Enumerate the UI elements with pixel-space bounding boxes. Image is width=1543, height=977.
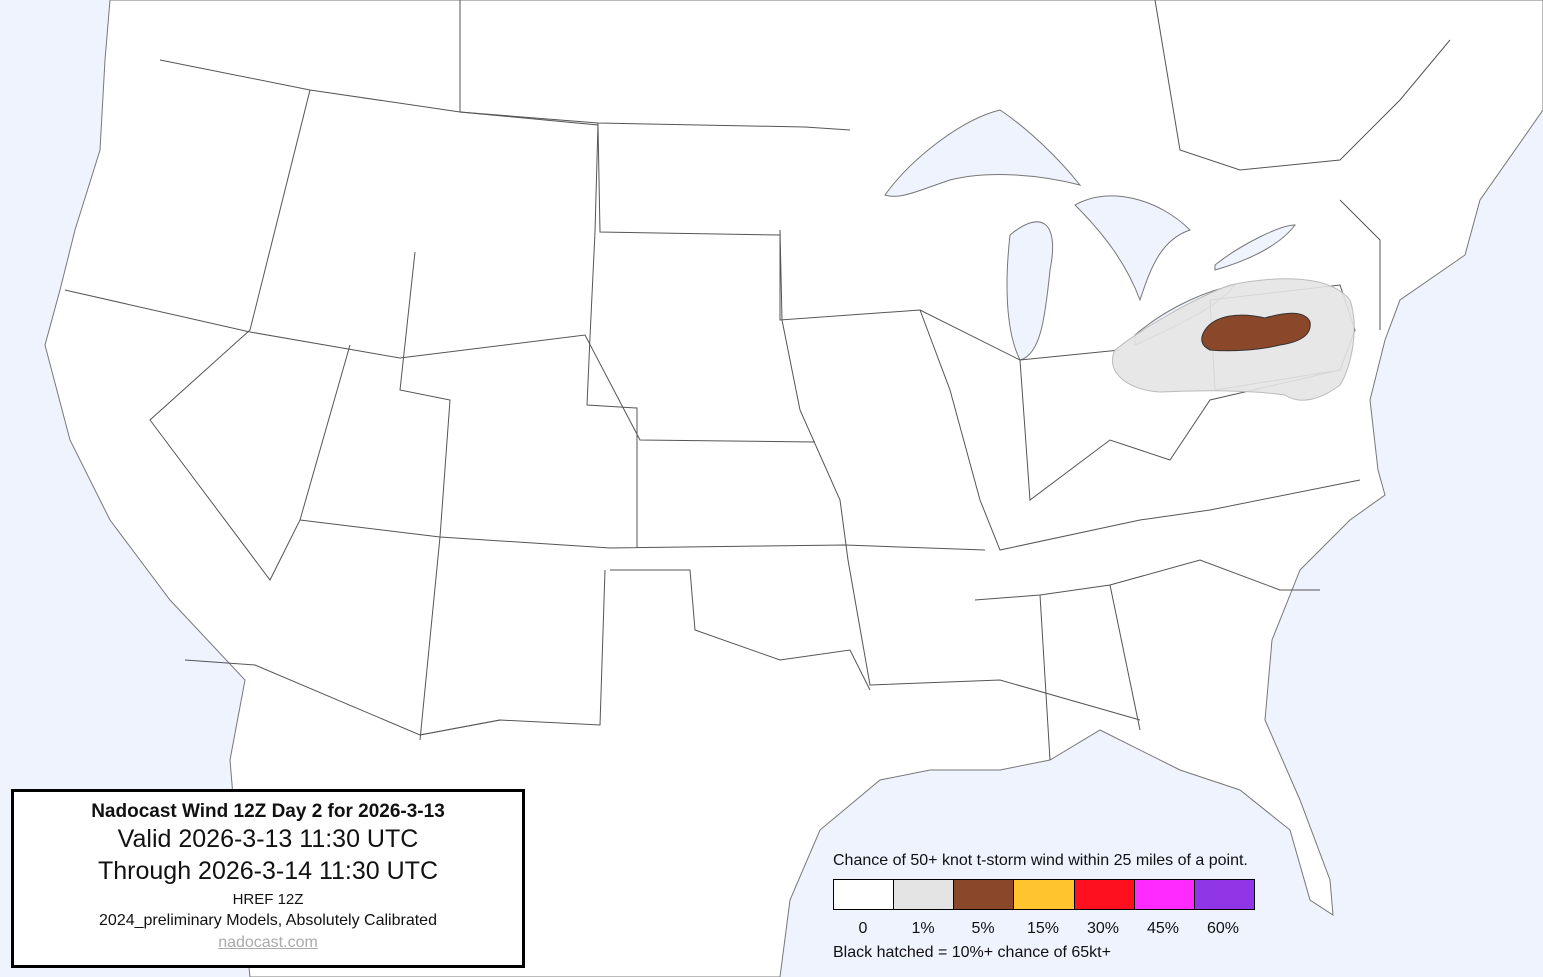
legend-swatch-60 [1194,880,1254,909]
legend-labels: 0 1% 5% 15% 30% 45% 60% [833,920,1253,938]
legend-label: 0 [858,920,868,937]
lake-huron [1074,195,1191,302]
land-mass [44,0,1543,977]
model-name: HREF 12Z [232,891,304,908]
lake-michigan [1006,221,1054,361]
legend-label: 15% [1026,920,1060,937]
legend-swatch-1 [894,880,955,909]
legend-label: 45% [1146,920,1180,937]
forecast-title: Nadocast Wind 12Z Day 2 for 2026-3-13 [91,801,445,822]
state-borders [64,0,1451,761]
forecast-info-box: Nadocast Wind 12Z Day 2 for 2026-3-13 Va… [11,789,525,968]
legend-swatch-30 [1074,880,1135,909]
probability-legend: Chance of 50+ knot t-storm wind within 2… [833,852,1273,962]
legend-label: 30% [1086,920,1120,937]
legend-swatch-45 [1134,880,1195,909]
nadocast-link[interactable]: nadocast.com [218,934,318,951]
legend-swatch-0 [834,880,895,909]
legend-color-bar [833,879,1255,910]
legend-label: 1% [911,920,935,937]
calibration-note: 2024_preliminary Models, Absolutely Cali… [99,912,437,929]
forecast-area-5-percent [1201,312,1311,352]
through-time: Through 2026-3-14 11:30 UTC [97,857,438,885]
valid-time: Valid 2026-3-13 11:30 UTC [117,825,419,853]
lake-ontario [1214,224,1297,271]
hatch-note: Black hatched = 10%+ chance of 65kt+ [833,944,1111,961]
legend-label: 5% [971,920,995,937]
legend-swatch-15 [1014,880,1075,909]
lake-superior [884,109,1082,197]
legend-label: 60% [1206,920,1240,937]
legend-swatch-5 [954,880,1015,909]
legend-title: Chance of 50+ knot t-storm wind within 2… [833,852,1248,869]
